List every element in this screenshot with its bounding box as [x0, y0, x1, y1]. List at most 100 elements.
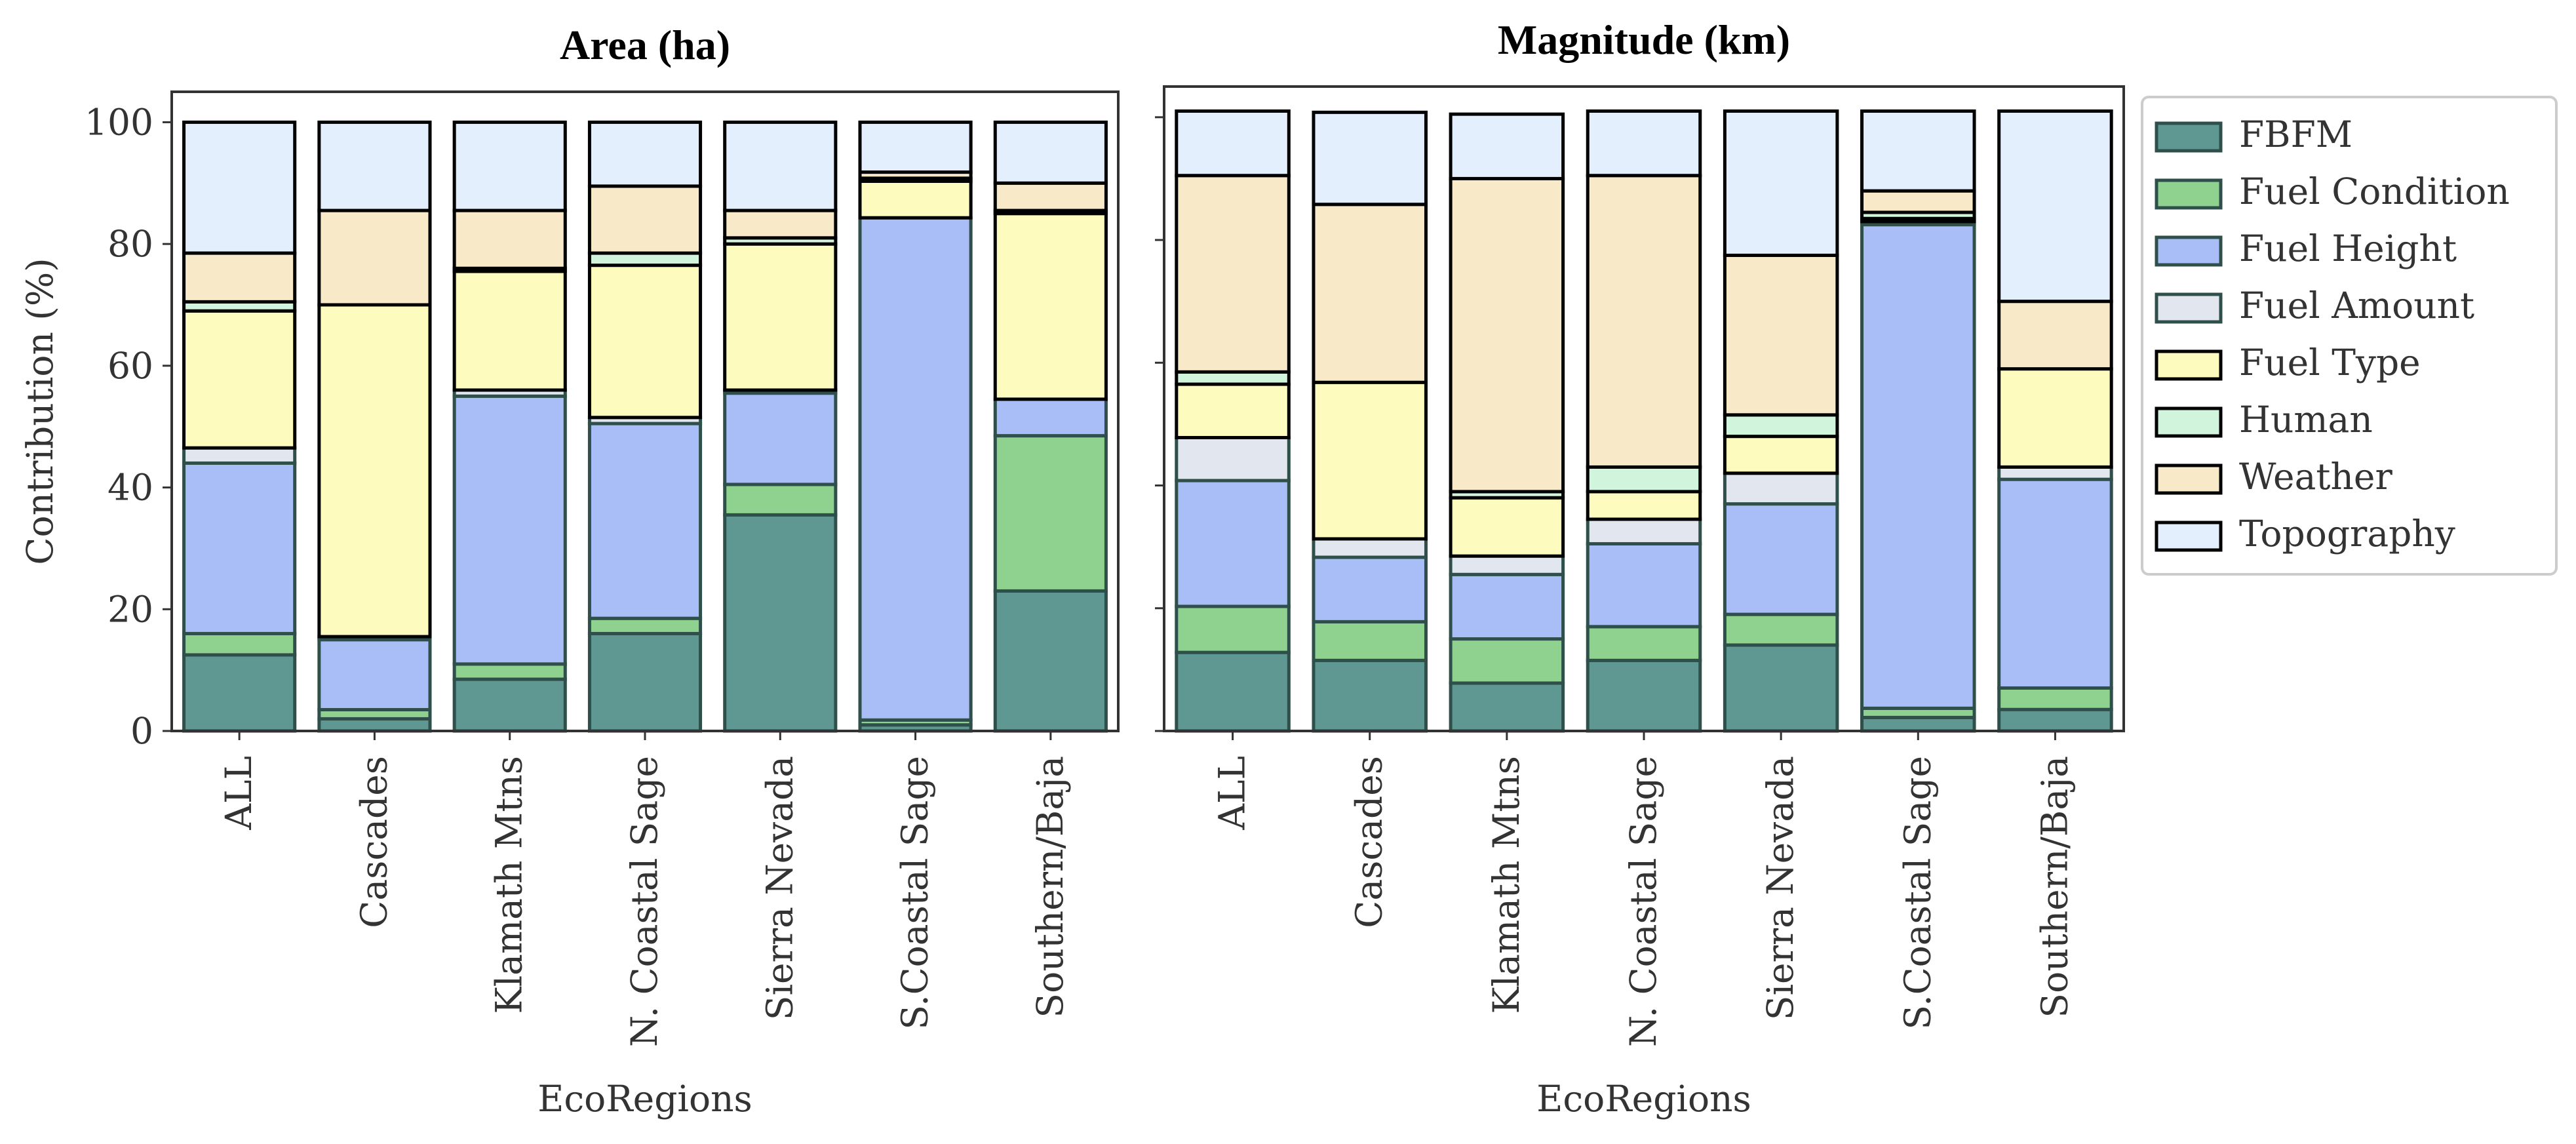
bar-segment-all-weather [1175, 174, 1291, 374]
bar-segment-klamath-mtns-topography [1449, 112, 1565, 180]
chart-title: Magnitude (km) [1498, 16, 1790, 63]
bar-segment-s-coastal-sage-topography [858, 120, 973, 174]
x-tick-label: Cascades [1348, 756, 1390, 928]
bar-segment-klamath-mtns-fuel-amount [1449, 554, 1565, 576]
bar-segment-n-coastal-sage-weather [587, 184, 703, 255]
bar-segment-sierra-nevada-topography [723, 120, 838, 212]
x-tick-label: N. Coastal Sage [623, 756, 665, 1047]
bar-segment-sierra-nevada-fbfm [723, 513, 838, 733]
x-tick-label: N. Coastal Sage [1622, 756, 1664, 1047]
bar-segment-all-topography [182, 120, 297, 255]
bar-segment-sierra-nevada-weather [723, 208, 838, 240]
bar-segment-cascades-fbfm [1312, 658, 1428, 733]
legend-label-fuel-height: Fuel Height [2239, 227, 2457, 269]
bar-segment-all-fuel-condition [1175, 604, 1291, 654]
legend-frame [2141, 96, 2558, 576]
legend-label-fuel-amount: Fuel Amount [2239, 285, 2474, 326]
bar-segment-sierra-nevada-fuel-type [1723, 435, 1839, 475]
bar-segment-s-coastal-sage-weather [1860, 189, 1976, 214]
legend-label-weather: Weather [2239, 456, 2392, 498]
legend-label-topography: Topography [2239, 513, 2455, 555]
bar-segment-n-coastal-sage-human [587, 251, 703, 267]
bar-segment-n-coastal-sage-fuel-amount [1586, 517, 1702, 545]
bar-segment-all-fbfm [182, 653, 297, 733]
bar-segment-all-fuel-type [1175, 382, 1291, 440]
bar-segment-klamath-mtns-fuel-height [1449, 572, 1565, 641]
bar-segment-s-coastal-sage-fuel-height [858, 216, 973, 722]
bar-segment-s-coastal-sage-topography [1860, 109, 1976, 193]
y-tick-label: 20 [107, 588, 153, 630]
x-tick-label: Klamath Mtns [488, 756, 530, 1014]
x-tick-label: S.Coastal Sage [1896, 756, 1938, 1030]
bar-segment-all-fuel-height [182, 461, 297, 635]
x-tick-label: ALL [218, 756, 260, 831]
legend-swatch-human [2155, 406, 2223, 438]
bar-segment-southern-baja-weather [993, 181, 1108, 212]
x-tick-label: ALL [1211, 756, 1253, 831]
bar-segment-all-fuel-type [182, 309, 297, 450]
bar-segment-klamath-mtns-fuel-height [452, 394, 567, 666]
x-tick-label: Klamath Mtns [1485, 756, 1527, 1014]
bar-segment-n-coastal-sage-fuel-type [587, 264, 703, 420]
bar-segment-cascades-fbfm [317, 717, 432, 733]
bar-segment-klamath-mtns-fbfm [1449, 681, 1565, 733]
bar-segment-all-human [1175, 370, 1291, 386]
bar-segment-klamath-mtns-fuel-condition [452, 662, 567, 681]
bar-segment-cascades-fuel-condition [1312, 620, 1428, 662]
bar-segment-southern-baja-topography [993, 120, 1108, 185]
chart-panel-1: Area (ha) ALL Cascades Klamath Mtns N. Coast… [19, 22, 1120, 1120]
legend-swatch-weather [2155, 464, 2223, 495]
bar-segment-southern-baja-fuel-condition [1997, 686, 2113, 711]
legend-swatch-topography [2155, 521, 2223, 552]
bar-segment-n-coastal-sage-fuel-type [1586, 490, 1702, 521]
y-tick-label: 0 [130, 710, 153, 752]
bar-segment-all-weather [182, 251, 297, 304]
plot-frame [1163, 85, 2125, 732]
bar-segment-klamath-mtns-fbfm [452, 677, 567, 733]
legend-label-human: Human [2239, 399, 2373, 441]
bar-segment-cascades-fuel-type [1312, 380, 1428, 541]
bar-segment-cascades-weather [317, 208, 432, 307]
bar-segment-cascades-fuel-height [1312, 555, 1428, 623]
legend-swatch-fuel-height [2155, 235, 2223, 267]
bar-segment-n-coastal-sage-fbfm [1586, 658, 1702, 733]
legend-swatch-fuel-condition [2155, 178, 2223, 210]
legend: FBFM Fuel Condition Fuel Height Fuel Amount… [2141, 96, 2558, 576]
bar-segment-s-coastal-sage-fbfm [1860, 715, 1976, 733]
y-tick-label: 100 [85, 101, 153, 143]
legend-swatch-fbfm [2155, 121, 2223, 153]
bar-segment-s-coastal-sage-fuel-height [1860, 223, 1976, 710]
bar-segment-southern-baja-topography [1997, 109, 2113, 304]
bar-segment-klamath-mtns-weather [1449, 176, 1565, 494]
bar-segment-southern-baja-fuel-amount [1997, 465, 2113, 481]
bar-segment-n-coastal-sage-fbfm [587, 631, 703, 733]
bar-segment-all-topography [1175, 109, 1291, 178]
bar-segment-all-fuel-amount [182, 446, 297, 465]
x-axis-label: EcoRegions [1536, 1078, 1751, 1120]
x-tick-label: S.Coastal Sage [894, 756, 936, 1030]
legend-label-fuel-condition: Fuel Condition [2239, 170, 2510, 212]
x-axis-label: EcoRegions [537, 1078, 752, 1120]
bar-segment-s-coastal-sage-fuel-type [858, 180, 973, 220]
bar-segment-southern-baja-fuel-condition [993, 434, 1108, 593]
x-tick-label: Southern/Baja [1029, 756, 1071, 1018]
plot-frame [170, 90, 1120, 732]
bar-segment-n-coastal-sage-fuel-height [1586, 542, 1702, 629]
bar-segment-n-coastal-sage-fuel-condition [1586, 625, 1702, 662]
bar-segment-klamath-mtns-fuel-condition [1449, 637, 1565, 685]
bar-segment-southern-baja-fbfm [1997, 707, 2113, 733]
y-tick-label: 60 [107, 345, 153, 387]
bar-segment-sierra-nevada-human [1723, 413, 1839, 439]
legend-label-fuel-type: Fuel Type [2239, 342, 2421, 384]
bar-segment-sierra-nevada-fuel-height [723, 391, 838, 486]
bar-segment-sierra-nevada-fuel-amount [1723, 471, 1839, 506]
bar-segment-southern-baja-fbfm [993, 589, 1108, 733]
bar-segment-southern-baja-fuel-height [1997, 477, 2113, 690]
bar-segment-sierra-nevada-fuel-type [723, 242, 838, 392]
bar-segment-cascades-topography [1312, 110, 1428, 207]
x-tick-label: Sierra Nevada [758, 756, 800, 1020]
bar-segment-n-coastal-sage-topography [587, 120, 703, 188]
y-axis-label: Contribution (%) [19, 258, 61, 564]
bar-segment-n-coastal-sage-fuel-height [587, 422, 703, 620]
